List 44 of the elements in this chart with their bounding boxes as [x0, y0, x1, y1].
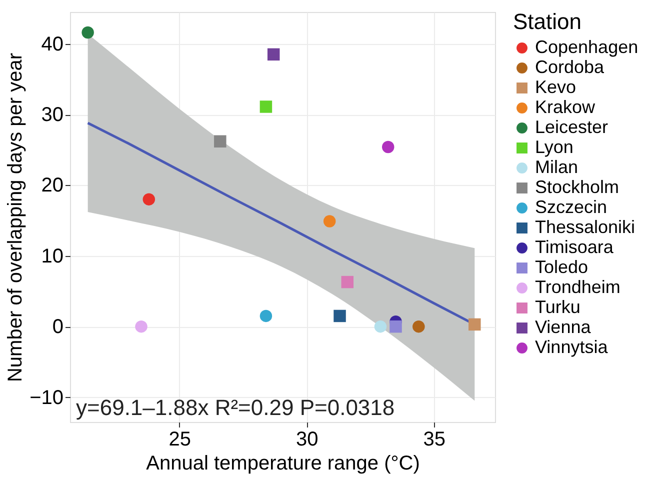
x-tick-label: 35 — [423, 428, 446, 450]
legend-label: Stockholm — [535, 177, 620, 197]
y-tick-label: −10 — [30, 386, 64, 409]
point — [260, 310, 272, 322]
point — [374, 320, 387, 333]
legend-label: Cordoba — [535, 57, 606, 77]
point — [468, 318, 481, 331]
point — [390, 320, 402, 333]
point — [82, 26, 94, 39]
point — [323, 215, 336, 228]
y-tick-label: 30 — [41, 104, 64, 126]
point — [142, 193, 156, 206]
point — [214, 135, 226, 148]
y-axis-title: Number of overlapping days per year — [4, 52, 27, 382]
point — [412, 320, 425, 333]
point — [135, 320, 148, 333]
point — [334, 310, 346, 322]
legend-label: Kevo — [535, 77, 576, 97]
point — [382, 140, 394, 154]
legend-label: Vinnytsia — [535, 337, 609, 357]
x-tick-label: 25 — [168, 428, 192, 450]
legend-title: Station — [513, 9, 582, 34]
legend-label: Lyon — [535, 137, 574, 157]
point — [260, 100, 272, 113]
legend-label: Szczecin — [535, 197, 608, 217]
legend-label: Timisoara — [535, 237, 614, 257]
y-tick-label: 10 — [41, 245, 64, 268]
y-tick-label: 20 — [41, 174, 64, 197]
legend-label: Toledo — [535, 257, 588, 277]
legend-label: Milan — [535, 157, 578, 177]
point — [267, 48, 280, 61]
point — [341, 276, 354, 288]
legend-label: Trondheim — [535, 277, 620, 297]
legend-label: Thessaloniki — [535, 217, 636, 237]
legend-label: Leicester — [535, 117, 608, 137]
x-tick-label: 30 — [296, 428, 318, 450]
annotation: y=69.1–1.88x R²=0.29 P=0.0318 — [76, 395, 395, 420]
x-axis-title: Annual temperature range (°C) — [146, 452, 420, 474]
legend-label: Krakow — [535, 97, 596, 117]
legend-label: Vienna — [535, 317, 592, 337]
y-tick-label: 40 — [41, 33, 64, 56]
y-tick-label: 0 — [52, 316, 64, 338]
legend-label: Turku — [535, 297, 580, 317]
legend-label: Copenhagen — [535, 37, 638, 57]
